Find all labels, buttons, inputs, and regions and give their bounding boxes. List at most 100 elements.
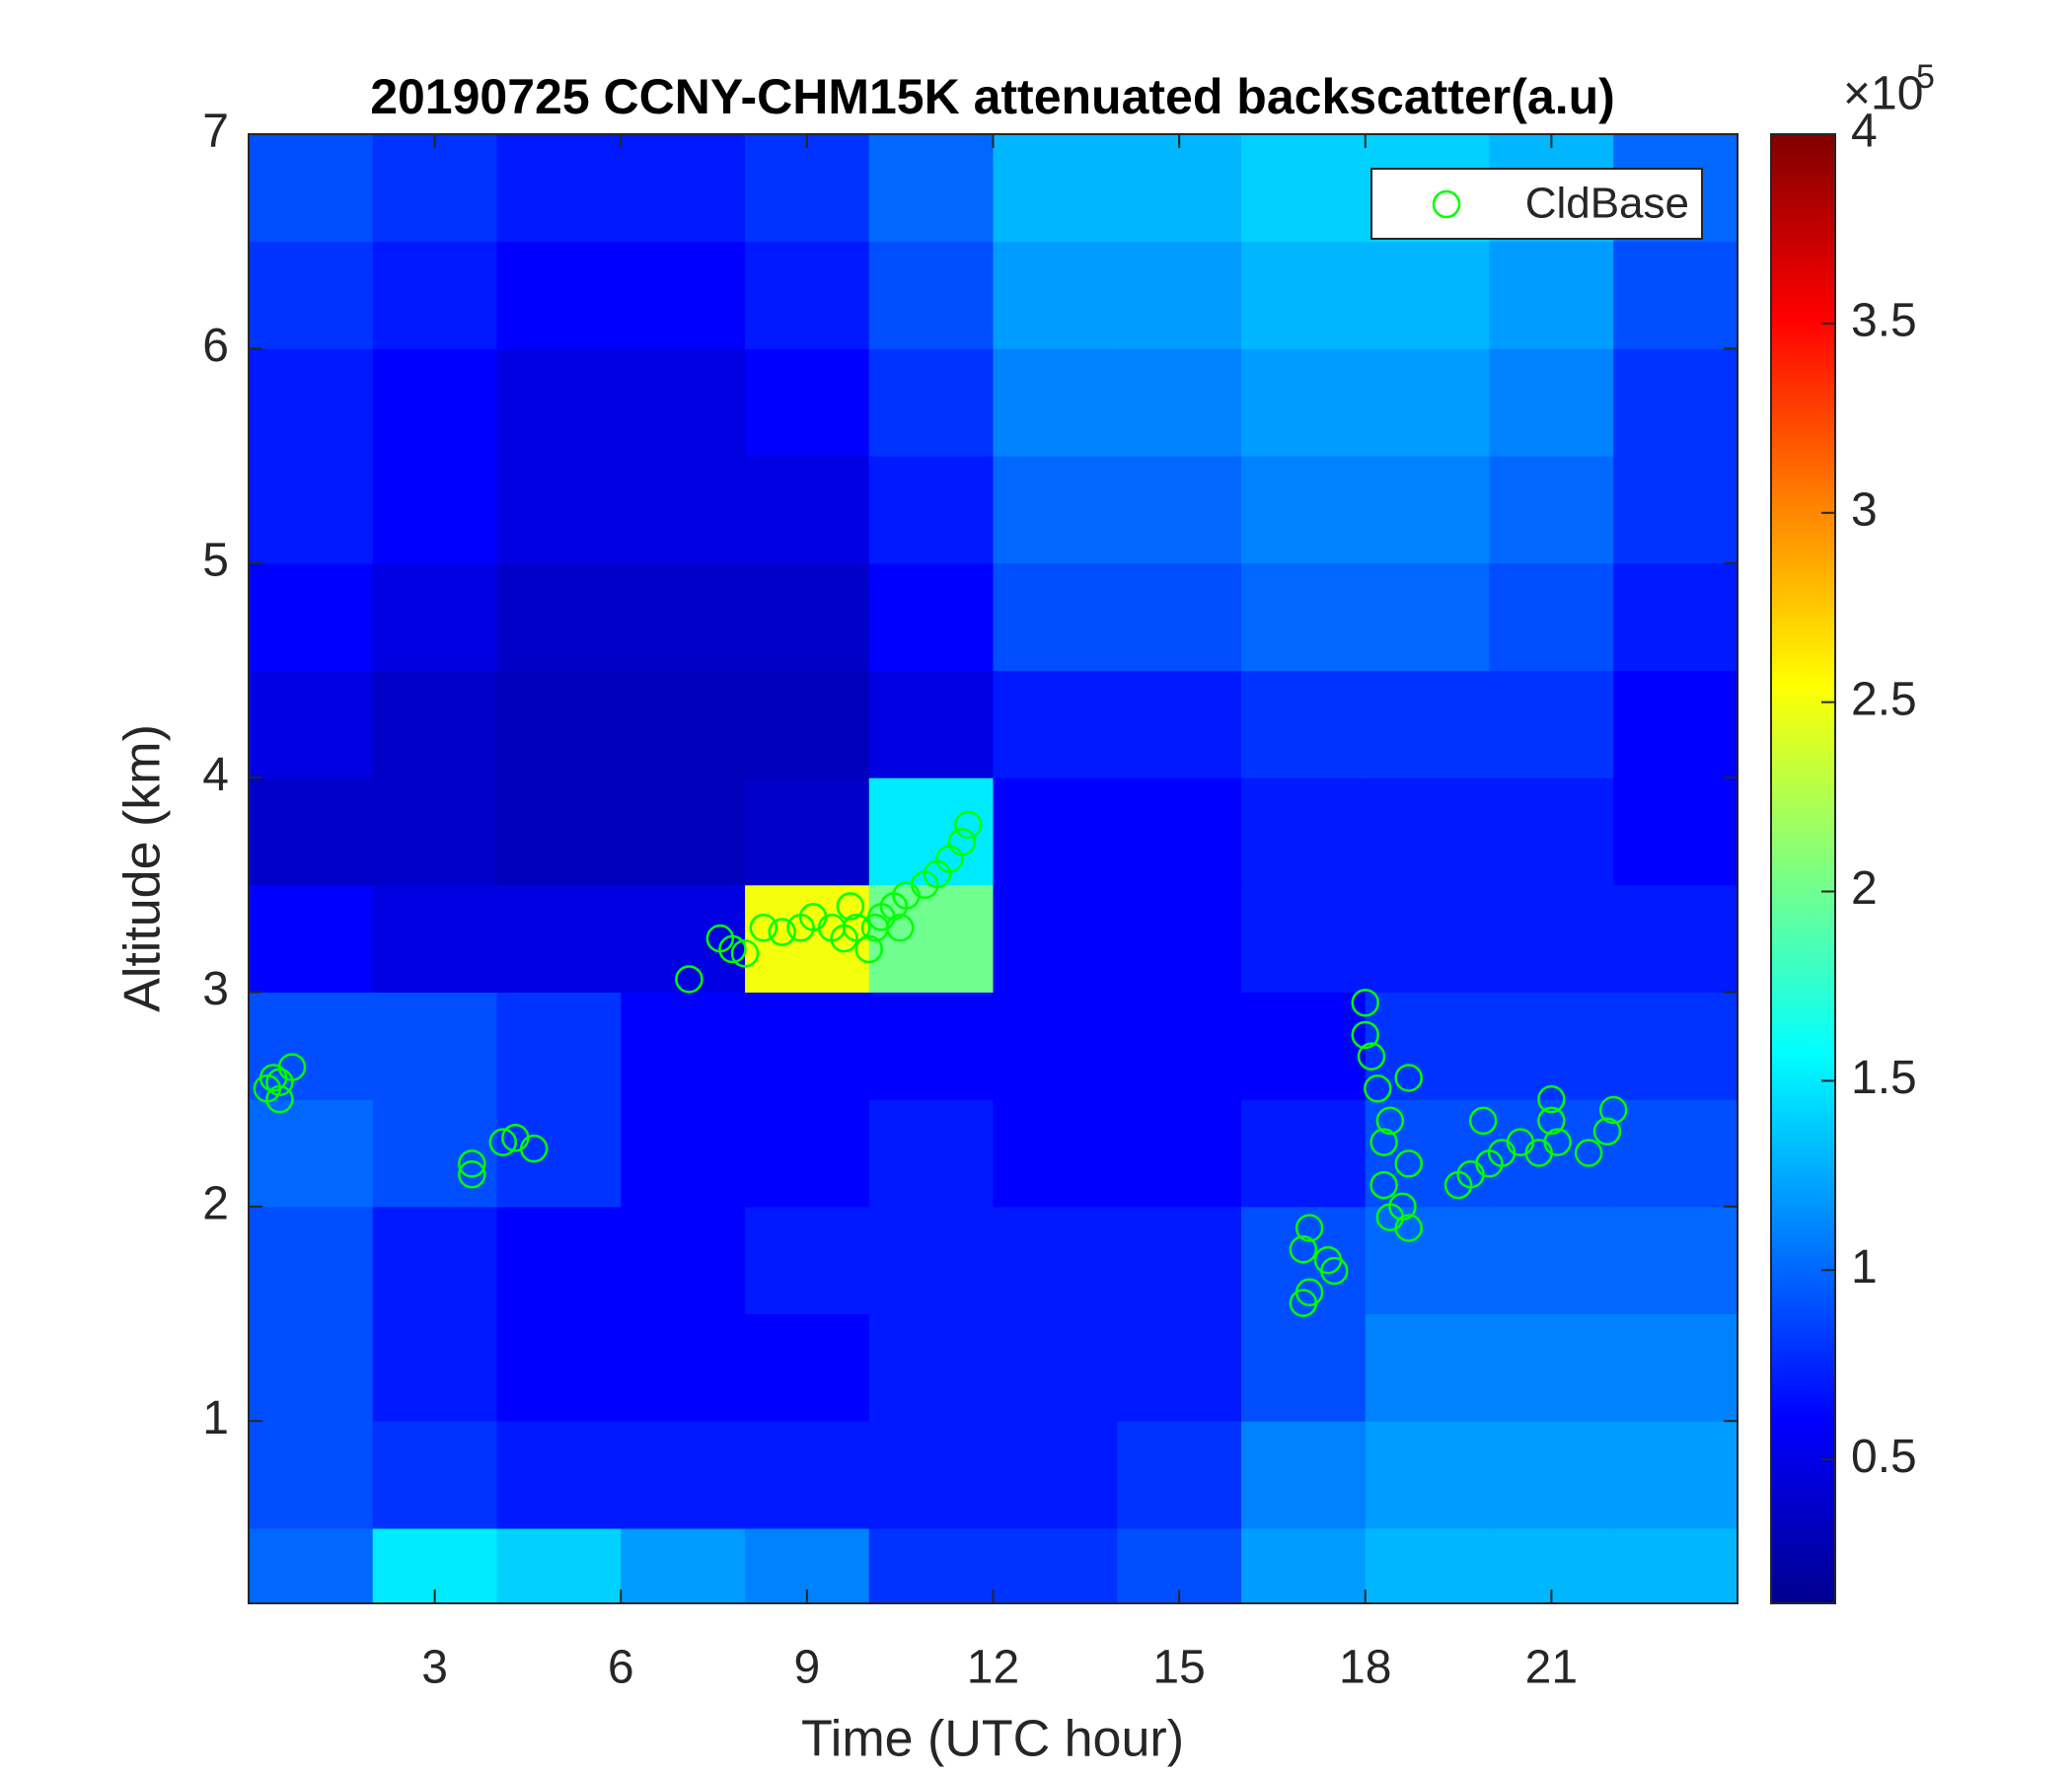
cloud-base-point <box>1351 989 1379 1017</box>
heat-cell <box>1613 456 1738 564</box>
heat-cell <box>868 992 994 1100</box>
heat-cell <box>745 670 870 778</box>
scatter <box>253 810 1628 1317</box>
colorbar-tick-label: 1.5 <box>1851 1052 1917 1104</box>
heat-cell <box>1241 134 1367 243</box>
y-tick-label: 1 <box>202 1392 229 1444</box>
heat-cell <box>1117 670 1242 778</box>
heat-cell <box>868 241 994 349</box>
colorbar-tick-label: 2.5 <box>1851 673 1917 725</box>
cloud-base-point <box>1351 1020 1379 1050</box>
cloud-base-point <box>1369 1128 1398 1156</box>
heat-cell <box>1613 670 1738 778</box>
x-tick-label: 3 <box>421 1642 448 1694</box>
x-tick-label: 6 <box>608 1642 634 1694</box>
heat-cell <box>249 241 374 349</box>
heat-cell <box>496 134 622 243</box>
heat-cell <box>249 456 374 564</box>
heat-cell <box>1365 456 1490 564</box>
heat-cell <box>496 1527 622 1603</box>
heat-cell <box>621 456 746 564</box>
cloud-base-point <box>718 934 747 964</box>
cloud-base-point <box>768 918 796 946</box>
heat-cell <box>993 670 1118 778</box>
heat-cell <box>1241 992 1367 1100</box>
heat-cell <box>993 1313 1118 1422</box>
chart-title: 20190725 CCNY-CHM15K attenuated backscat… <box>370 69 1615 124</box>
cloud-base-point <box>1369 1170 1398 1200</box>
heat-cell <box>868 134 994 243</box>
cloud-base-point <box>675 965 703 994</box>
colorbar-tick-label: 3.5 <box>1851 295 1917 347</box>
heat-cell <box>1613 777 1738 886</box>
heat-cell <box>745 134 870 243</box>
heat-cell <box>1117 777 1242 886</box>
heat-cell <box>1613 562 1738 671</box>
y-tick-label: 2 <box>202 1178 229 1230</box>
heat-cell <box>249 1421 374 1529</box>
heat-cell <box>868 456 994 564</box>
heat-cell <box>1117 348 1242 457</box>
heat-cell <box>621 241 746 349</box>
heat-cell <box>1117 1313 1242 1422</box>
heat-cell <box>1117 134 1242 243</box>
cloud-base-point <box>947 828 977 856</box>
heat-cell <box>372 992 497 1100</box>
y-tick-label: 4 <box>202 749 229 801</box>
heatmap <box>249 134 1738 1603</box>
heat-cell <box>1613 1527 1738 1603</box>
heat-cell <box>1365 1206 1490 1315</box>
cloud-base-point <box>265 1084 294 1114</box>
cloud-base-point <box>1574 1139 1603 1167</box>
heat-cell <box>1489 562 1614 671</box>
heat-cell <box>868 348 994 457</box>
cloud-base-point <box>488 1128 518 1156</box>
heat-cell <box>1241 562 1367 671</box>
colorbar-tick-label: 4 <box>1851 106 1878 158</box>
heat-cell <box>745 241 870 349</box>
heat-cell <box>621 1421 746 1529</box>
heat-cell <box>1241 1206 1367 1315</box>
heat-cell <box>1241 1099 1367 1208</box>
heat-cell <box>1365 348 1490 457</box>
heat-cell <box>1489 1421 1614 1529</box>
heat-cell <box>1489 777 1614 886</box>
y-tick-label: 7 <box>202 106 229 158</box>
heat-cell <box>249 1206 374 1315</box>
y-axis-label: Altitude (km) <box>114 724 172 1012</box>
heat-cell <box>496 1313 622 1422</box>
cloud-base-point <box>1537 1084 1566 1114</box>
heat-cell <box>496 992 622 1100</box>
colorbar-tick-label: 2 <box>1851 862 1878 915</box>
cloud-base-point <box>1313 1245 1343 1275</box>
heat-cell <box>1489 241 1614 349</box>
heat-cell <box>372 562 497 671</box>
heat-cell <box>745 1099 870 1208</box>
cloud-base-point <box>842 914 871 942</box>
cloud-base-point <box>1394 1214 1424 1242</box>
heat-cell <box>1489 670 1614 778</box>
x-tick-label: 9 <box>794 1642 821 1694</box>
heat-cell <box>1613 1313 1738 1422</box>
heat-cell <box>1117 1421 1242 1529</box>
heat-cell <box>745 1206 870 1315</box>
heat-cell <box>745 456 870 564</box>
cloud-base-point <box>954 810 983 840</box>
heat-cell <box>868 1313 994 1422</box>
heat-cell <box>496 1421 622 1529</box>
heat-cell <box>1241 1313 1367 1422</box>
heat-cell <box>621 777 746 886</box>
cloud-base-point <box>1364 1074 1392 1103</box>
heat-cell <box>249 348 374 457</box>
heat-cell <box>745 777 870 886</box>
heat-cell <box>249 884 374 993</box>
heat-cell <box>372 134 497 243</box>
heat-cell <box>1365 241 1490 349</box>
heat-cell <box>372 348 497 457</box>
heat-cell <box>1241 348 1367 457</box>
heat-cell <box>868 562 994 671</box>
cloud-base-point <box>1394 1149 1424 1178</box>
x-tick-label: 12 <box>967 1642 1019 1694</box>
heat-cell <box>621 1527 746 1603</box>
